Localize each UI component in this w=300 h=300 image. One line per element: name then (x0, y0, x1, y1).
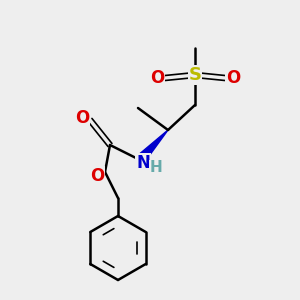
Text: S: S (188, 66, 202, 84)
Text: N: N (136, 154, 150, 172)
Text: H: H (150, 160, 162, 175)
Text: O: O (90, 167, 104, 185)
Polygon shape (136, 130, 168, 164)
Text: O: O (226, 69, 240, 87)
Text: O: O (150, 69, 164, 87)
Text: O: O (75, 109, 89, 127)
